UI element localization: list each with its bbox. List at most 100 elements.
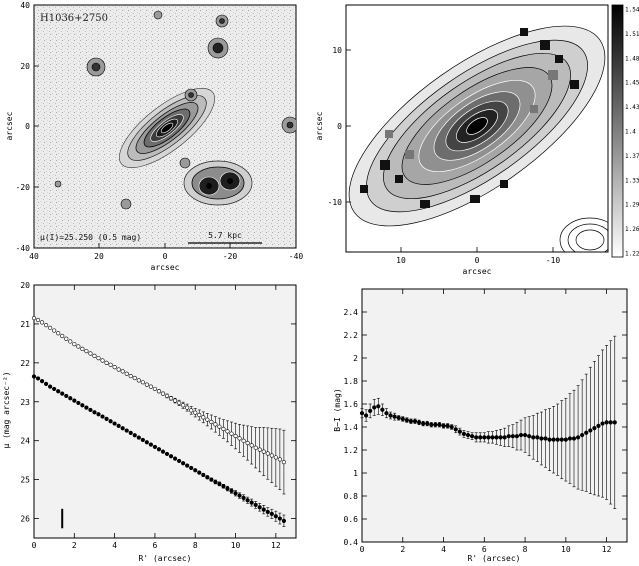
bl-point-s0 [245, 440, 250, 446]
bl-point-s1 [35, 376, 41, 381]
bl-point-s1 [88, 407, 93, 413]
bl-point-s0 [177, 400, 182, 406]
bl-point-s0 [269, 453, 274, 458]
br-axes: 0 2 4 6 8 10 12 0.4 0.6 0.8 1 1.2 1.4 1.6 1.8 2 2.2 2.4 [344, 289, 627, 554]
bl-point-s0 [185, 405, 190, 410]
br-point-s0 [482, 435, 487, 440]
br-xtick-label: 2 [400, 545, 405, 554]
bl-point-s0 [193, 410, 198, 415]
br-ytick-label: 1 [353, 469, 358, 478]
br-ylabel: B−I (mag) [333, 388, 342, 431]
bl-point-s1 [160, 449, 166, 454]
bl-point-s1 [229, 488, 234, 494]
br-point-s0 [425, 421, 430, 426]
br-point-s0 [531, 435, 536, 440]
bl-point-s0 [136, 378, 141, 383]
colorbar-tick-label: 1.37 [625, 153, 639, 160]
br-point-s0 [380, 407, 385, 412]
bl-point-s1 [56, 389, 61, 394]
br-point-s0 [567, 436, 573, 441]
bl-point-s0 [213, 422, 218, 427]
br-point-s0 [368, 408, 373, 414]
bl-point-s1 [189, 465, 194, 471]
bl-point-s1 [120, 426, 125, 431]
br-point-s0 [376, 404, 381, 409]
bl-point-s0 [249, 443, 254, 448]
bl-point-s1 [64, 393, 69, 399]
bl-xtick-label: 6 [153, 541, 158, 550]
colorbar-tick-label: 1.51 [625, 31, 639, 38]
br-point-s0 [412, 419, 418, 424]
bl-point-s0 [221, 426, 226, 432]
bl-point-s1 [249, 500, 254, 505]
br-point-s0 [580, 432, 585, 438]
bl-point-s0 [144, 382, 149, 387]
br-point-s0 [535, 435, 540, 440]
br-point-s0 [575, 435, 581, 440]
bl-point-s1 [237, 493, 242, 498]
tl-xtick-0: 40 [29, 252, 39, 261]
br-point-s0 [445, 423, 450, 428]
bl-point-s0 [156, 389, 162, 394]
bl-point-s1 [261, 507, 266, 512]
bl-point-s1 [205, 475, 210, 480]
bl-point-s0 [112, 365, 117, 370]
br-point-s0 [527, 434, 532, 439]
br-point-s0 [429, 422, 434, 427]
tl-xtick-3: -20 [223, 252, 238, 261]
colorbar-tick-label: 1.54 [625, 7, 639, 14]
tl-image [54, 10, 296, 210]
bl-point-s0 [35, 317, 41, 323]
tr-xlabel: arcsec [463, 267, 492, 276]
bl-ytick-label: 22 [20, 359, 30, 368]
br-point-s0 [363, 413, 369, 418]
tr-image [348, 25, 608, 252]
br-point-s0 [596, 423, 601, 428]
bl-point-s1 [156, 447, 162, 452]
bl-point-s0 [205, 417, 210, 422]
br-ytick-label: 2 [353, 354, 358, 363]
tr-colorbar [611, 4, 624, 258]
br-point-s0 [600, 421, 605, 426]
bl-point-s1 [116, 423, 121, 429]
bl-point-s0 [253, 445, 258, 450]
br-point-s0 [404, 418, 409, 423]
br-point-s0 [498, 435, 503, 440]
bl-ytick-label: 20 [20, 281, 30, 290]
tr-ytick-2: -10 [328, 198, 343, 207]
bl-point-s0 [104, 360, 109, 365]
bl-point-s1 [108, 419, 113, 424]
bl-point-s0 [261, 449, 266, 454]
bl-ytick-label: 25 [20, 476, 30, 485]
bl-point-s1 [48, 384, 53, 389]
bl-point-s1 [273, 514, 278, 519]
tl-ytick-2: 0 [25, 122, 30, 131]
colorbar-tick-label: 1.33 [625, 177, 639, 184]
bl-point-s1 [233, 491, 238, 496]
bl-point-s1 [60, 391, 65, 396]
br-point-s0 [400, 416, 405, 422]
br-ytick-label: 1.4 [344, 423, 359, 432]
br-point-s0 [433, 422, 438, 427]
tl-ylabel: arcsec [5, 111, 14, 140]
bl-point-s1 [201, 472, 206, 478]
bl-point-s1 [104, 416, 109, 421]
br-point-s0 [547, 437, 552, 442]
bl-point-s0 [128, 373, 133, 379]
br-point-s0 [510, 434, 515, 439]
br-point-s0 [486, 435, 491, 440]
colorbar-tick-label: 1.29 [625, 202, 639, 209]
br-plot-area [361, 288, 628, 543]
br-xtick-label: 10 [561, 545, 571, 554]
bl-point-s0 [43, 322, 49, 328]
bl-point-s0 [209, 419, 214, 425]
bl-ylabel: μ (mag arcsec⁻²) [2, 371, 11, 448]
bl-point-s0 [84, 349, 89, 354]
bl-plot-area [33, 284, 297, 539]
br-point-s0 [612, 420, 617, 425]
tl-ytick-1: 20 [20, 62, 30, 71]
bl-point-s1 [128, 430, 133, 436]
br-point-s0 [457, 429, 462, 434]
bl-point-s1 [68, 396, 73, 401]
